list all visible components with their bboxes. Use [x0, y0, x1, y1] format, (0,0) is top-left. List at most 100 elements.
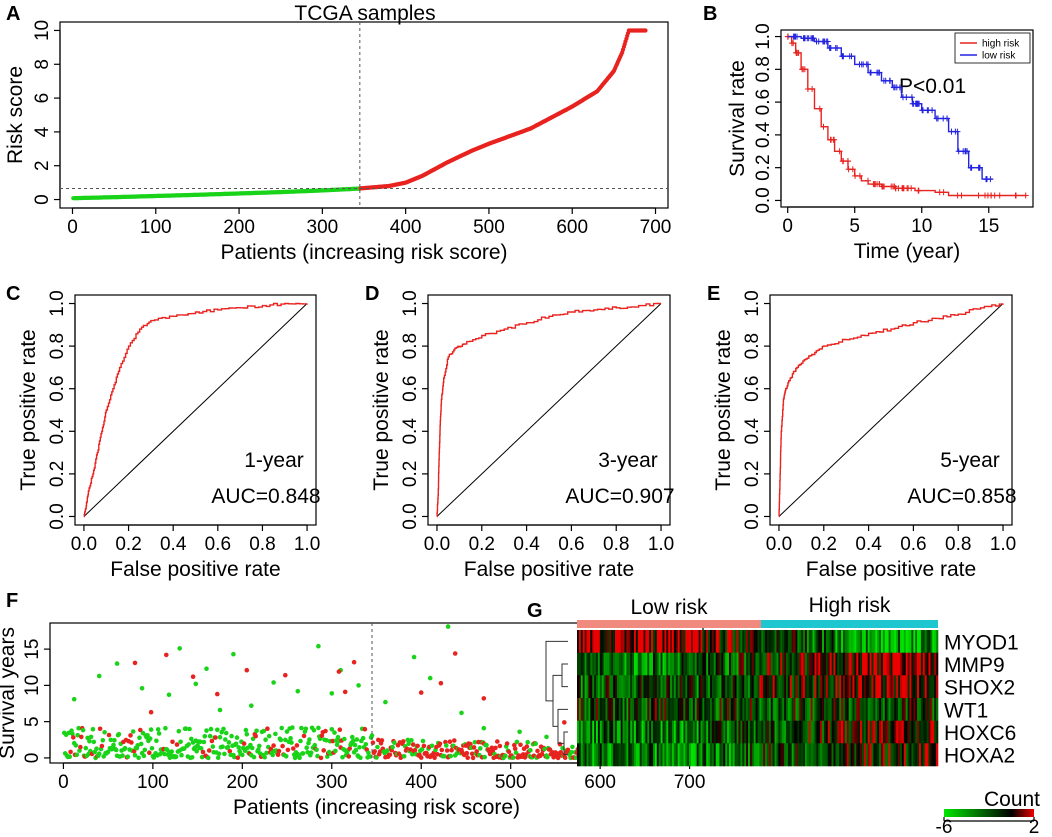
dead-point	[147, 750, 152, 755]
heatmap-cell	[664, 698, 667, 721]
heatmap-cell	[825, 652, 829, 676]
alive-point	[145, 733, 150, 738]
heatmap-cell	[691, 720, 694, 744]
heatmap-cell	[634, 698, 637, 721]
heatmap-cell	[691, 698, 694, 721]
heatmap-cell	[835, 675, 838, 699]
heatmap-cell	[903, 630, 906, 653]
heatmap-cell	[806, 698, 810, 721]
heatmap-cell	[911, 652, 914, 676]
heatmap-cell	[605, 743, 608, 767]
heatmap-cell	[924, 652, 927, 676]
heatmap-cell	[846, 698, 849, 721]
heatmap-cell	[597, 720, 601, 744]
heatmap-cell	[708, 743, 711, 767]
diagonal-reference-line	[436, 303, 662, 517]
dead-point	[330, 738, 336, 744]
heatmap-cell	[696, 720, 699, 744]
heatmap-cell	[843, 675, 846, 699]
heatmap-cell	[713, 743, 716, 767]
heatmap-cell	[774, 698, 777, 721]
heatmap-cell	[700, 720, 703, 744]
x-tick-label: 200	[226, 772, 258, 793]
heatmap-cell	[900, 675, 903, 699]
heatmap-cell	[793, 630, 796, 653]
alive-point	[420, 738, 426, 744]
heatmap-cell	[930, 743, 933, 767]
panel-d-roc-3year: 0.0 0.2 0.4 0.6 0.8 1.00.00.20.40.60.81.0Fals…	[370, 290, 675, 581]
heatmap-cell	[742, 743, 745, 767]
heatmap-cell	[590, 630, 593, 653]
heatmap-cell	[789, 743, 792, 767]
heatmap-cell	[698, 720, 701, 744]
heatmap-cell	[721, 720, 724, 744]
heatmap-cell	[734, 652, 737, 676]
low-risk-group-bar	[577, 620, 761, 628]
alive-point	[513, 750, 519, 755]
heatmap-cell	[882, 630, 886, 653]
heatmap-cell	[753, 675, 756, 699]
heatmap-cell	[675, 698, 678, 721]
heatmap-cell	[692, 720, 696, 744]
heatmap-cell	[715, 630, 718, 653]
heatmap-cell	[841, 720, 844, 744]
heatmap-cell	[805, 720, 808, 744]
heatmap-cell	[797, 675, 800, 699]
heatmap-cell	[865, 675, 868, 699]
heatmap-cell	[770, 743, 773, 767]
heatmap-cell	[873, 630, 876, 653]
dead-point	[268, 746, 274, 752]
heatmap-cell	[852, 720, 855, 744]
heatmap-cell	[698, 675, 701, 699]
heatmap-cell	[877, 698, 880, 721]
heatmap-cell	[653, 743, 656, 767]
heatmap-cell	[886, 652, 889, 676]
heatmap-cell	[824, 675, 827, 699]
heatmap-cell	[841, 743, 844, 767]
alive-point	[308, 750, 314, 755]
heatmap-cell	[835, 720, 838, 744]
heatmap-cell	[615, 630, 618, 653]
heatmap-cell	[761, 698, 764, 721]
heatmap-cell	[740, 675, 743, 699]
alive-point	[155, 727, 161, 732]
dead-point	[336, 669, 342, 674]
heatmap-cell	[881, 652, 884, 676]
x-tick-label: 0.4	[855, 534, 882, 555]
heatmap-cell	[881, 675, 884, 699]
dead-point	[376, 737, 381, 743]
heatmap-cell	[841, 652, 844, 676]
heatmap-cell	[759, 720, 762, 744]
heatmap-cell	[751, 652, 754, 676]
heatmap-cell	[772, 720, 775, 744]
heatmap-cell	[789, 630, 792, 653]
dead-point	[418, 755, 424, 760]
alive-point	[217, 734, 223, 740]
heatmap-cell	[827, 630, 830, 653]
heatmap-cell	[755, 720, 758, 744]
alive-point	[156, 731, 162, 736]
dead-point	[294, 743, 300, 748]
heatmap-cell	[742, 630, 745, 653]
alive-point	[100, 738, 106, 743]
heatmap-cell	[801, 720, 804, 744]
heatmap-cell	[782, 675, 785, 699]
heatmap-cell	[609, 652, 612, 676]
heatmap-cell	[597, 743, 601, 767]
censor-mark	[826, 45, 833, 51]
heatmap-cell	[721, 698, 724, 721]
heatmap-cell	[920, 675, 924, 699]
heatmap-cell	[805, 652, 808, 676]
x-tick-label: 500	[495, 772, 527, 793]
alive-point	[70, 731, 75, 737]
heatmap-cell	[858, 698, 861, 721]
heatmap-cell	[774, 675, 777, 699]
heatmap-cell	[732, 652, 735, 676]
heatmap-cell	[662, 652, 665, 676]
alive-point	[369, 733, 375, 738]
alive-point	[132, 753, 138, 758]
alive-point	[384, 748, 390, 753]
y-tick-label: 0.0	[742, 503, 763, 529]
heatmap-cell	[580, 652, 583, 676]
heatmap-cell	[765, 652, 768, 676]
